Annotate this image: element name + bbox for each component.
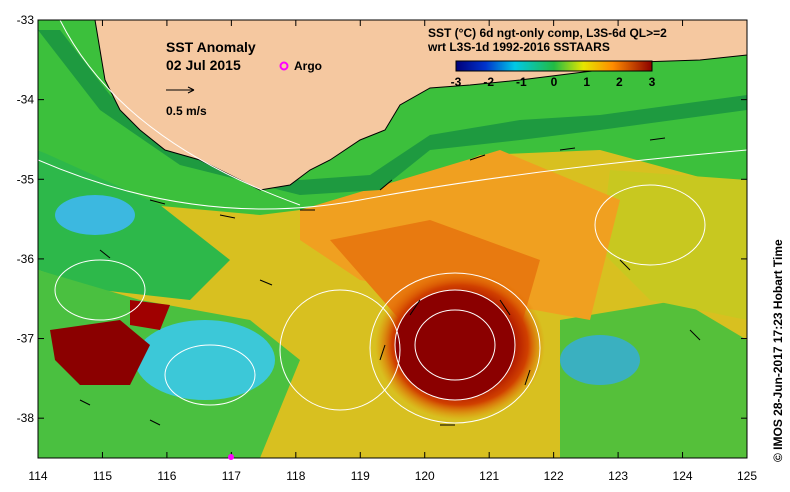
plot-frame bbox=[37, 19, 748, 459]
argo-legend: Argo bbox=[279, 59, 322, 73]
colorbar-tick-label: 2 bbox=[616, 75, 623, 89]
lat-tick-label: -34 bbox=[17, 93, 35, 107]
lon-tick-label: 122 bbox=[544, 469, 564, 483]
lat-tick-label: -37 bbox=[17, 332, 35, 346]
colorbar-ticks: -3 -2 -1 0 1 2 3 bbox=[451, 75, 656, 89]
lon-tick-label: 118 bbox=[286, 469, 305, 483]
lon-axis: 114 115 116 117 118 119 120 121 122 123 124 125 bbox=[28, 20, 757, 483]
lon-tick-label: 119 bbox=[351, 469, 370, 483]
lon-tick-label: 125 bbox=[737, 469, 757, 483]
lat-tick-label: -36 bbox=[17, 252, 35, 266]
colorbar-tick-label: -2 bbox=[483, 75, 494, 89]
map-title: SST Anomaly bbox=[166, 39, 256, 55]
lon-tick-label: 117 bbox=[222, 469, 241, 483]
sst-field bbox=[38, 20, 747, 458]
lon-tick-label: 115 bbox=[93, 469, 112, 483]
arrow-icon bbox=[187, 86, 195, 94]
lon-tick-label: 116 bbox=[157, 469, 176, 483]
lat-tick-label: -33 bbox=[17, 13, 35, 27]
velocity-scale: 0.5 m/s bbox=[166, 86, 207, 118]
colorbar-tick-label: -1 bbox=[516, 75, 527, 89]
colorbar bbox=[455, 60, 653, 72]
lon-tick-label: 121 bbox=[479, 469, 499, 483]
lat-axis: -33-34-35-36-37-38 bbox=[17, 13, 747, 425]
lon-tick-label: 124 bbox=[673, 469, 693, 483]
current-vectors bbox=[79, 137, 701, 426]
lon-tick-label: 114 bbox=[28, 469, 47, 483]
lat-tick-label: -35 bbox=[17, 172, 35, 186]
lon-tick-label: 123 bbox=[608, 469, 628, 483]
argo-float-marker bbox=[228, 454, 234, 460]
lon-tick-label: 120 bbox=[415, 469, 435, 483]
lat-tick-label: -38 bbox=[17, 411, 35, 425]
argo-label: Argo bbox=[294, 59, 322, 73]
header-line2: wrt L3S-1d 1992-2016 SSTAARS bbox=[427, 40, 610, 54]
colorbar-tick-label: 1 bbox=[583, 75, 590, 89]
credit-text: © IMOS 28-Jun-2017 17:23 Hobart Time bbox=[771, 239, 785, 462]
scale-label: 0.5 m/s bbox=[166, 104, 207, 118]
argo-marker-icon bbox=[279, 61, 289, 71]
colorbar-tick-label: 3 bbox=[649, 75, 656, 89]
colorbar-tick-label: 0 bbox=[551, 75, 558, 89]
header-line1: SST (°C) 6d ngt-only comp, L3S-6d QL>=2 bbox=[428, 26, 667, 40]
map-date: 02 Jul 2015 bbox=[166, 57, 241, 73]
colorbar-tick-label: -3 bbox=[451, 75, 462, 89]
